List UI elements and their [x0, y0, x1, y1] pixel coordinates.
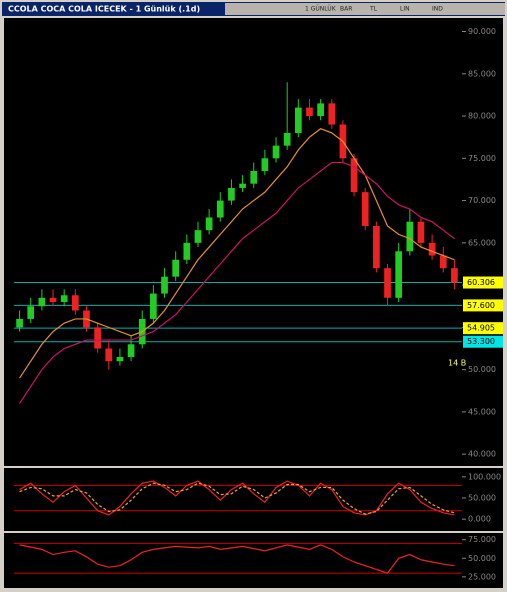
candle-body — [161, 276, 168, 294]
level-box — [463, 335, 503, 348]
candle-body — [38, 297, 46, 307]
candle-body — [451, 268, 458, 283]
y-tick-label: 50.000 — [468, 365, 496, 374]
candle-body — [172, 259, 180, 277]
candle-body — [328, 103, 336, 125]
candle-body — [150, 293, 157, 319]
window-title: CCOLA COCA COLA ICECEK - 1 Günlük (.1d) — [8, 5, 200, 14]
candle-body — [16, 318, 23, 328]
y-tick-label: 90.000 — [468, 27, 496, 36]
candle-body — [306, 107, 313, 117]
candle-body — [361, 192, 369, 226]
series-line — [19, 161, 455, 404]
series-line — [19, 128, 455, 379]
menu-item[interactable]: IND — [432, 6, 443, 13]
candle-body — [350, 158, 358, 193]
y-tick-label: 85.000 — [468, 69, 496, 78]
series-line — [19, 544, 455, 574]
candle-body — [239, 183, 246, 188]
level-box — [463, 299, 503, 312]
menu-item[interactable]: TL — [369, 6, 378, 13]
candle-body — [49, 297, 57, 303]
level-label: 54.905 — [467, 324, 495, 333]
y-tick-label: 80.000 — [468, 112, 496, 121]
y-tick-label: 40.000 — [468, 450, 496, 459]
menu-item[interactable]: LIN — [400, 6, 410, 13]
y-tick-label: 0.000 — [468, 515, 491, 524]
candle-body — [127, 344, 135, 357]
candle-body — [60, 295, 68, 303]
candle-body — [294, 107, 302, 133]
candle-body — [216, 200, 224, 218]
candle-body — [417, 221, 425, 243]
candle-body — [261, 158, 269, 171]
candle-body — [406, 221, 414, 252]
candle-body — [116, 356, 124, 362]
candle-body — [384, 268, 391, 298]
y-tick-label: 50.000 — [468, 554, 496, 563]
candle-body — [71, 295, 79, 311]
annotation: 14 B — [448, 358, 466, 367]
candle-body — [183, 242, 191, 260]
candle-body — [283, 132, 291, 146]
y-tick-label: 25.000 — [468, 572, 496, 581]
candle-body — [439, 255, 447, 269]
candle-body — [94, 327, 101, 349]
candle-body — [428, 242, 436, 256]
price-panel — [4, 18, 503, 466]
oscillator-panel — [4, 468, 503, 531]
y-tick-label: 45.000 — [468, 407, 496, 416]
y-tick-label: 65.000 — [468, 238, 496, 247]
level-label: 57.600 — [467, 301, 495, 310]
y-tick-label: 75.000 — [468, 535, 496, 544]
toolbar — [225, 3, 505, 15]
menu-item[interactable]: BAR — [340, 6, 352, 13]
y-tick-label: 50.000 — [468, 494, 496, 503]
candle-body — [317, 103, 324, 117]
candle-body — [228, 187, 235, 201]
candle-body — [373, 225, 380, 269]
candle-body — [250, 170, 258, 184]
y-tick-label: 70.000 — [468, 196, 496, 205]
candle-body — [272, 145, 280, 159]
level-label: 60.306 — [467, 278, 495, 287]
series-line — [19, 482, 455, 515]
y-tick-label: 100.000 — [468, 472, 501, 481]
candle-body — [395, 251, 403, 298]
y-tick-label: 75.000 — [468, 154, 496, 163]
candle-body — [205, 217, 213, 231]
candle-body — [105, 348, 113, 362]
level-label: 53.300 — [467, 337, 495, 346]
series-line — [19, 480, 455, 516]
level-box — [463, 276, 503, 289]
candle-body — [194, 230, 202, 243]
candle-body — [27, 306, 35, 319]
rsi-panel — [4, 533, 503, 588]
menu-item[interactable]: 1 GÜNLÜK — [305, 6, 337, 13]
level-box — [463, 322, 503, 335]
